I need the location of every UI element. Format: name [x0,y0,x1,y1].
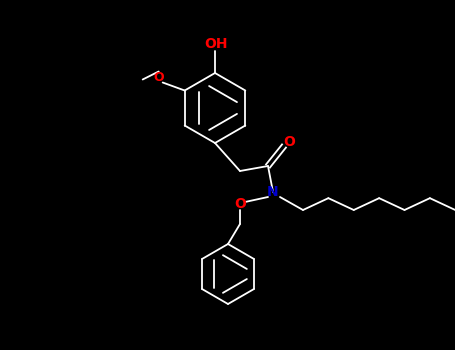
Text: O: O [153,71,164,84]
Text: O: O [234,197,246,211]
Text: N: N [267,185,279,199]
Text: O: O [283,135,295,149]
Text: OH: OH [204,37,228,51]
